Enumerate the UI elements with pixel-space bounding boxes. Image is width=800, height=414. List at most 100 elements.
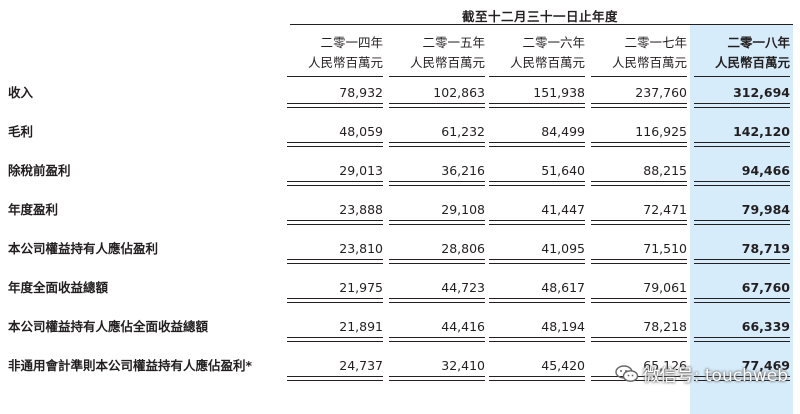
column-unit: 人民幣百萬元 bbox=[714, 55, 790, 70]
value-cell: 61,232 bbox=[441, 124, 485, 139]
double-underline bbox=[694, 181, 790, 186]
value-cell: 21,891 bbox=[339, 319, 383, 334]
value-cell: 23,810 bbox=[339, 241, 383, 256]
column-header: 二零一六年人民幣百萬元 bbox=[484, 33, 585, 73]
column-unit: 人民幣百萬元 bbox=[509, 55, 585, 70]
column-header-rule bbox=[489, 76, 585, 77]
column-header: 二零一八年人民幣百萬元 bbox=[689, 33, 790, 73]
double-underline bbox=[591, 376, 687, 381]
column-header: 二零一四年 人民幣百萬元 bbox=[282, 33, 383, 73]
double-underline bbox=[489, 142, 585, 147]
double-underline bbox=[389, 376, 485, 381]
double-underline bbox=[389, 103, 485, 108]
double-underline bbox=[389, 337, 485, 342]
value-cell: 312,694 bbox=[733, 85, 790, 100]
period-header-rule bbox=[290, 24, 793, 25]
value-cell: 48,194 bbox=[541, 319, 585, 334]
value-cell: 36,216 bbox=[441, 163, 485, 178]
double-underline bbox=[591, 220, 687, 225]
period-header: 截至十二月三十一日止年度 bbox=[461, 9, 618, 24]
column-unit: 人民幣百萬元 bbox=[409, 55, 485, 70]
column-year: 二零一五年 bbox=[422, 35, 485, 50]
column-header-rule bbox=[287, 76, 383, 77]
double-underline bbox=[591, 103, 687, 108]
double-underline bbox=[389, 181, 485, 186]
value-cell: 44,416 bbox=[441, 319, 485, 334]
column-header-rule bbox=[591, 76, 687, 77]
row-label: 本公司權益持有人應佔全面收益總額 bbox=[8, 319, 209, 334]
double-underline bbox=[389, 259, 485, 264]
value-cell: 116,925 bbox=[635, 124, 687, 139]
double-underline bbox=[591, 259, 687, 264]
column-header-rule bbox=[389, 76, 485, 77]
value-cell: 28,806 bbox=[441, 241, 485, 256]
double-underline bbox=[287, 376, 383, 381]
double-underline bbox=[591, 142, 687, 147]
value-cell: 45,420 bbox=[541, 358, 585, 373]
column-year: 二零一七年 bbox=[624, 35, 687, 50]
column-year: 二零一八年 bbox=[727, 35, 790, 50]
double-underline bbox=[287, 259, 383, 264]
value-cell: 78,218 bbox=[643, 319, 687, 334]
value-cell: 48,059 bbox=[339, 124, 383, 139]
value-cell: 41,095 bbox=[541, 241, 585, 256]
value-cell: 66,339 bbox=[741, 319, 790, 334]
row-label: 年度盈利 bbox=[8, 202, 59, 217]
double-underline bbox=[489, 259, 585, 264]
value-cell: 78,719 bbox=[741, 241, 790, 256]
column-unit: 人民幣百萬元 bbox=[611, 55, 687, 70]
double-underline bbox=[591, 181, 687, 186]
value-cell: 79,061 bbox=[643, 280, 687, 295]
highlighted-year-column bbox=[690, 24, 793, 414]
value-cell: 78,932 bbox=[339, 85, 383, 100]
double-underline bbox=[694, 259, 790, 264]
double-underline bbox=[694, 220, 790, 225]
watermark-text: 微信号: touchweb bbox=[642, 366, 788, 386]
value-cell: 102,863 bbox=[433, 85, 485, 100]
double-underline bbox=[389, 142, 485, 147]
value-cell: 32,410 bbox=[441, 358, 485, 373]
double-underline bbox=[591, 337, 687, 342]
value-cell: 23,888 bbox=[339, 202, 383, 217]
value-cell: 51,640 bbox=[541, 163, 585, 178]
column-unit: 人民幣百萬元 bbox=[307, 55, 383, 70]
value-cell: 48,617 bbox=[541, 280, 585, 295]
row-label: 非通用會計準則本公司權益持有人應佔盈利* bbox=[8, 358, 253, 373]
value-cell: 21,975 bbox=[339, 280, 383, 295]
double-underline bbox=[489, 376, 585, 381]
value-cell: 29,013 bbox=[339, 163, 383, 178]
value-cell: 79,984 bbox=[741, 202, 790, 217]
column-year: 二零一六年 bbox=[522, 35, 585, 50]
value-cell: 65,126 bbox=[643, 358, 687, 373]
value-cell: 237,760 bbox=[635, 85, 687, 100]
value-cell: 94,466 bbox=[741, 163, 790, 178]
double-underline bbox=[694, 376, 790, 381]
value-cell: 71,510 bbox=[643, 241, 687, 256]
double-underline bbox=[287, 298, 383, 303]
row-label: 收入 bbox=[8, 85, 34, 100]
double-underline bbox=[489, 103, 585, 108]
double-underline bbox=[694, 337, 790, 342]
value-cell: 77,469 bbox=[741, 358, 790, 373]
value-cell: 84,499 bbox=[541, 124, 585, 139]
row-label: 本公司權益持有人應佔盈利 bbox=[8, 241, 159, 256]
double-underline bbox=[287, 142, 383, 147]
watermark: 微信号: touchweb bbox=[615, 361, 788, 386]
double-underline bbox=[489, 220, 585, 225]
row-label: 毛利 bbox=[8, 124, 34, 139]
column-header: 二零一五年人民幣百萬元 bbox=[384, 33, 485, 73]
double-underline bbox=[489, 337, 585, 342]
value-cell: 67,760 bbox=[741, 280, 790, 295]
value-cell: 88,215 bbox=[643, 163, 687, 178]
double-underline bbox=[591, 298, 687, 303]
value-cell: 142,120 bbox=[733, 124, 790, 139]
double-underline bbox=[489, 181, 585, 186]
value-cell: 151,938 bbox=[533, 85, 585, 100]
double-underline bbox=[694, 298, 790, 303]
double-underline bbox=[694, 142, 790, 147]
row-label: 除稅前盈利 bbox=[8, 163, 71, 178]
value-cell: 29,108 bbox=[441, 202, 485, 217]
row-label: 年度全面收益總額 bbox=[8, 280, 109, 295]
double-underline bbox=[694, 103, 790, 108]
column-header: 二零一七年人民幣百萬元 bbox=[586, 33, 687, 73]
